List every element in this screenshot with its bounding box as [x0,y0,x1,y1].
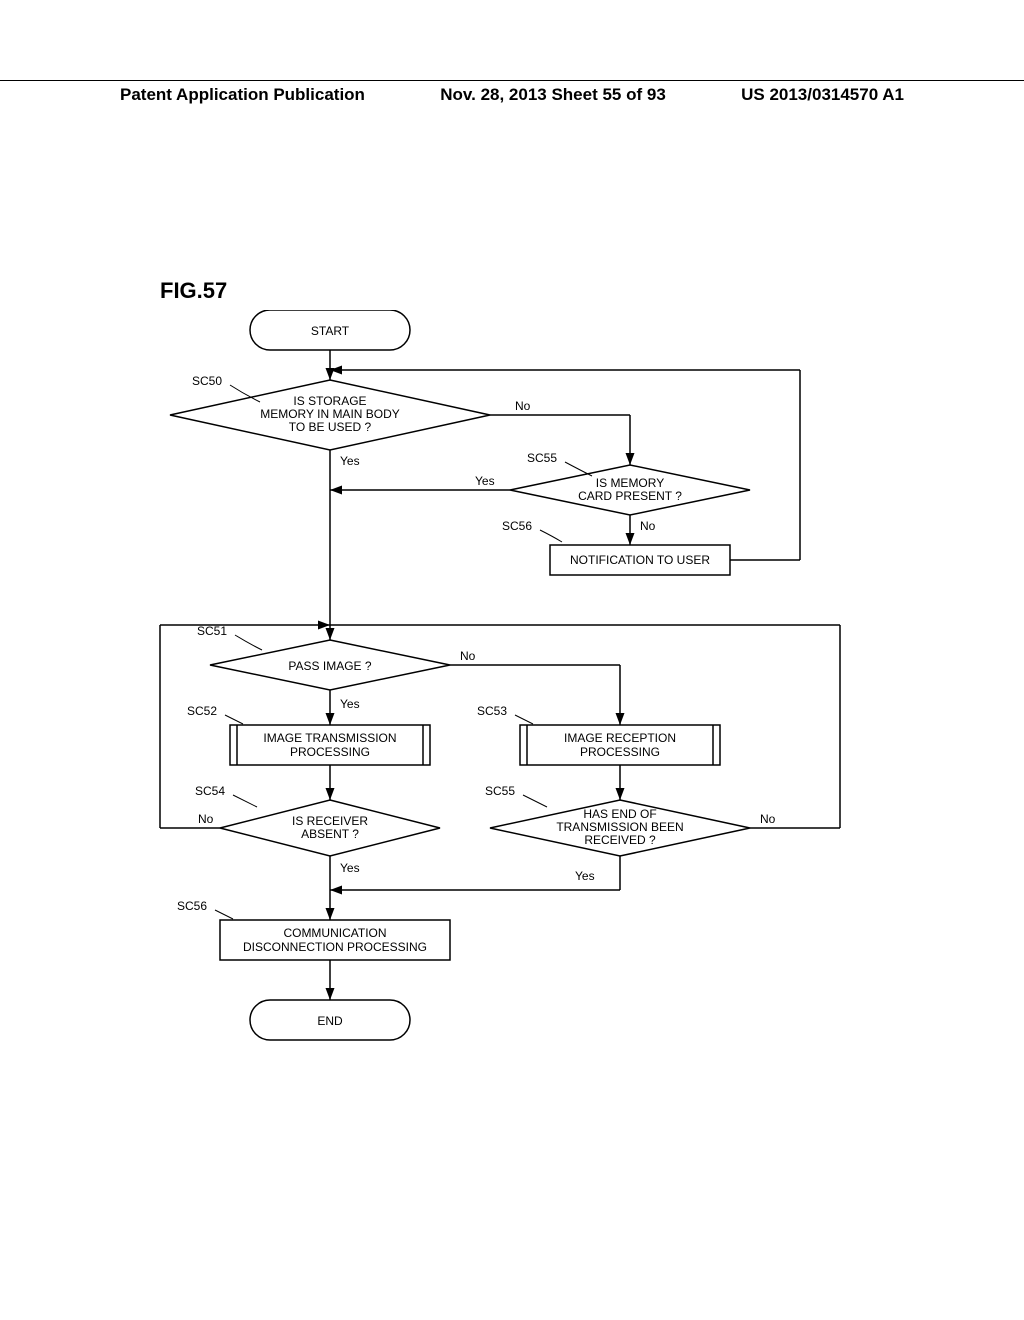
header-left: Patent Application Publication [120,85,365,105]
sc55a-decision: IS MEMORY CARD PRESENT ? [510,465,750,515]
svg-text:No: No [760,812,776,826]
sc54-decision: IS RECEIVER ABSENT ? [220,800,440,856]
svg-text:MEMORY IN MAIN BODY: MEMORY IN MAIN BODY [260,407,400,421]
header-center: Nov. 28, 2013 Sheet 55 of 93 [440,85,666,105]
sc55b-label: SC55 [485,784,515,798]
svg-text:Yes: Yes [340,861,360,875]
svg-text:COMMUNICATION: COMMUNICATION [283,926,386,940]
start-text: START [311,324,350,338]
sc53-process: IMAGE RECEPTION PROCESSING [520,725,720,765]
sc52-process: IMAGE TRANSMISSION PROCESSING [230,725,430,765]
svg-text:IS STORAGE: IS STORAGE [293,394,366,408]
sc54-label: SC54 [195,784,225,798]
page-header: Patent Application Publication Nov. 28, … [0,80,1024,105]
svg-text:Yes: Yes [575,869,595,883]
svg-text:Yes: Yes [475,474,495,488]
sc50-decision: IS STORAGE MEMORY IN MAIN BODY TO BE USE… [170,380,490,450]
sc56a-process: NOTIFICATION TO USER [550,545,730,575]
sc56b-label: SC56 [177,899,207,913]
svg-text:TRANSMISSION BEEN: TRANSMISSION BEEN [556,820,683,834]
svg-text:PASS IMAGE ?: PASS IMAGE ? [288,659,371,673]
svg-text:IMAGE RECEPTION: IMAGE RECEPTION [564,731,676,745]
svg-text:IMAGE TRANSMISSION: IMAGE TRANSMISSION [263,731,396,745]
sc51-label: SC51 [197,624,227,638]
sc50-label: SC50 [192,374,222,388]
svg-text:NOTIFICATION TO USER: NOTIFICATION TO USER [570,553,710,567]
svg-text:ABSENT ?: ABSENT ? [301,827,359,841]
sc53-label: SC53 [477,704,507,718]
sc51-decision: PASS IMAGE ? [210,640,450,690]
start-node: START [250,310,410,350]
svg-text:PROCESSING: PROCESSING [580,745,660,759]
figure-label: FIG.57 [160,278,227,304]
end-node: END [250,1000,410,1040]
sc56b-process: COMMUNICATION DISCONNECTION PROCESSING [220,920,450,960]
svg-text:CARD PRESENT ?: CARD PRESENT ? [578,489,682,503]
svg-text:No: No [640,519,656,533]
svg-text:HAS END OF: HAS END OF [583,807,656,821]
flowchart: START IS STORAGE MEMORY IN MAIN BODY TO … [120,310,900,1090]
svg-text:Yes: Yes [340,697,360,711]
svg-text:No: No [515,399,531,413]
svg-text:PROCESSING: PROCESSING [290,745,370,759]
svg-text:No: No [460,649,476,663]
sc56a-label: SC56 [502,519,532,533]
svg-text:Yes: Yes [340,454,360,468]
svg-text:DISCONNECTION PROCESSING: DISCONNECTION PROCESSING [243,940,427,954]
svg-text:IS RECEIVER: IS RECEIVER [292,814,368,828]
sc52-label: SC52 [187,704,217,718]
svg-text:IS MEMORY: IS MEMORY [596,476,664,490]
end-text: END [317,1014,343,1028]
sc55a-label: SC55 [527,451,557,465]
svg-text:No: No [198,812,214,826]
sc55b-decision: HAS END OF TRANSMISSION BEEN RECEIVED ? [490,800,750,856]
svg-text:TO BE USED ?: TO BE USED ? [289,420,372,434]
header-right: US 2013/0314570 A1 [741,85,904,105]
svg-text:RECEIVED ?: RECEIVED ? [584,833,656,847]
